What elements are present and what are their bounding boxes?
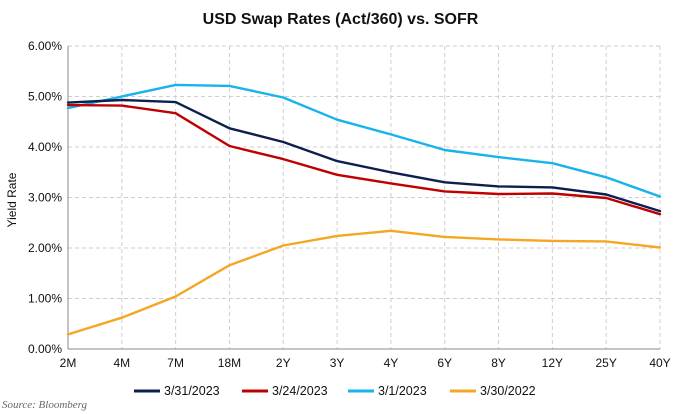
x-tick-label: 2Y [276, 356, 291, 370]
legend: 3/31/2023 3/24/2023 3/1/2023 3/30/2022 [134, 384, 536, 398]
series-line-3-1-2023 [66, 83, 662, 198]
series-line-3-30-2022 [66, 229, 662, 336]
x-tick-label: 18M [218, 356, 241, 370]
legend-label: 3/24/2023 [272, 384, 328, 398]
series-line-3-24-2023 [66, 103, 662, 216]
legend-label: 3/1/2023 [378, 384, 427, 398]
series-line-3-31-2023 [66, 98, 662, 213]
x-tick-label: 6Y [437, 356, 452, 370]
y-tick-label: 1.00% [28, 292, 62, 306]
x-tick-label: 4M [113, 356, 130, 370]
series-lines [66, 83, 662, 336]
y-tick-label: 5.00% [28, 90, 62, 104]
x-tick-label: 8Y [491, 356, 506, 370]
x-tick-label: 4Y [384, 356, 399, 370]
legend-label: 3/30/2022 [480, 384, 536, 398]
x-tick-label: 3Y [330, 356, 345, 370]
x-tick-label: 25Y [596, 356, 617, 370]
y-tick-label: 0.00% [28, 342, 62, 356]
y-axis-label: Yield Rate [5, 172, 19, 227]
chart-title: USD Swap Rates (Act/360) vs. SOFR [203, 11, 479, 28]
x-tick-label: 2M [60, 356, 77, 370]
y-tick-label: 3.00% [28, 191, 62, 205]
x-tick-label: 40Y [649, 356, 670, 370]
axes: 0.00% 1.00% 2.00% 3.00% 4.00% 5.00% 6.00% 2M 4M 7… [28, 39, 671, 370]
x-tick-label: 7M [167, 356, 184, 370]
y-tick-label: 2.00% [28, 241, 62, 255]
y-tick-label: 6.00% [28, 39, 62, 53]
y-tick-label: 4.00% [28, 140, 62, 154]
x-tick-label: 12Y [542, 356, 563, 370]
legend-label: 3/31/2023 [164, 384, 220, 398]
gridlines [68, 45, 661, 349]
source-note: Source: Bloomberg [2, 399, 88, 411]
